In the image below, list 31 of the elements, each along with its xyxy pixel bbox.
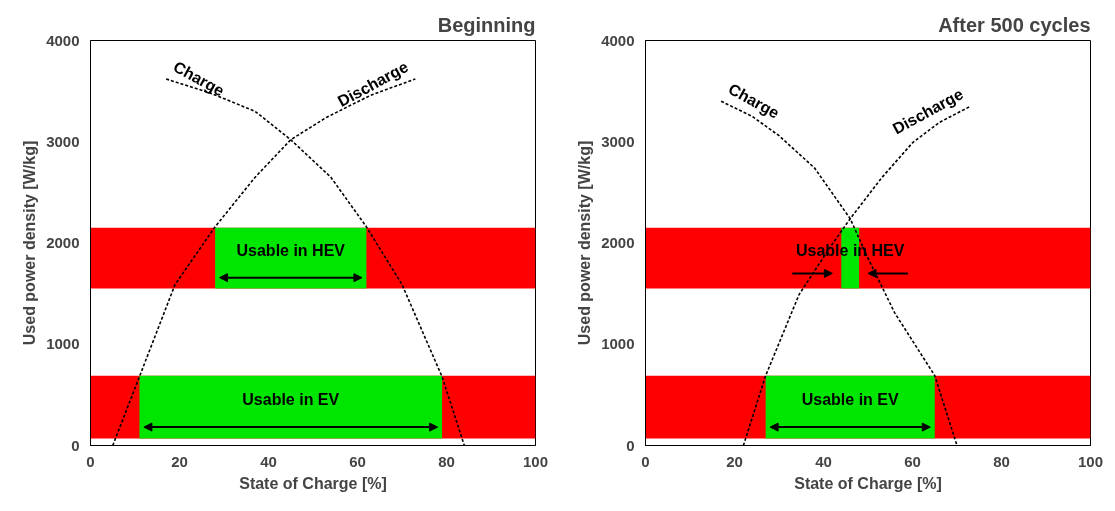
y-axis-title: Used power density [W/kg] bbox=[576, 140, 594, 346]
y-axis-title: Used power density [W/kg] bbox=[21, 140, 39, 346]
band-label: Usable in HEV bbox=[236, 242, 346, 260]
y-tick-label: 2000 bbox=[601, 234, 635, 251]
x-tick-label: 20 bbox=[171, 452, 188, 470]
y-tick-label: 2000 bbox=[46, 234, 80, 251]
y-tick-label: 3000 bbox=[46, 132, 80, 150]
x-tick-label: 40 bbox=[260, 452, 277, 470]
band-label: Usable in EV bbox=[242, 390, 340, 408]
x-tick-label: 80 bbox=[438, 452, 455, 470]
x-tick-label: 100 bbox=[1077, 452, 1104, 470]
x-axis-title: State of Charge [%] bbox=[239, 474, 387, 492]
chart-title: Beginning bbox=[437, 13, 536, 36]
y-tick-label: 1000 bbox=[601, 335, 635, 353]
x-tick-label: 100 bbox=[522, 452, 549, 470]
x-axis-title: State of Charge [%] bbox=[794, 474, 942, 492]
y-tick-label: 0 bbox=[71, 436, 80, 454]
x-tick-label: 60 bbox=[349, 452, 366, 470]
chart-title: After 500 cycles bbox=[938, 13, 1091, 36]
x-tick-label: 0 bbox=[641, 452, 650, 470]
x-tick-label: 40 bbox=[815, 452, 832, 470]
x-tick-label: 0 bbox=[86, 452, 95, 470]
y-tick-label: 4000 bbox=[46, 31, 80, 49]
y-tick-label: 4000 bbox=[601, 31, 635, 49]
x-tick-label: 80 bbox=[993, 452, 1010, 470]
x-tick-label: 20 bbox=[726, 452, 743, 470]
y-tick-label: 1000 bbox=[46, 335, 80, 353]
x-tick-label: 60 bbox=[904, 452, 921, 470]
band-label: Usable in EV bbox=[801, 390, 899, 408]
y-tick-label: 0 bbox=[626, 436, 635, 454]
y-tick-label: 3000 bbox=[601, 132, 635, 150]
